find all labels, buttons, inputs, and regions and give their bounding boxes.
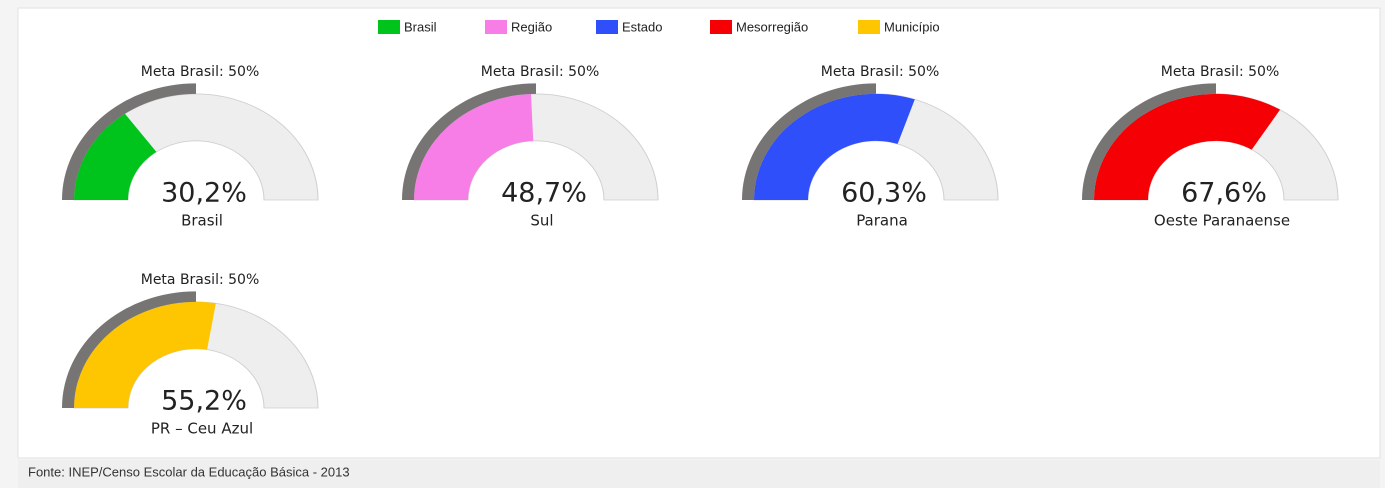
- target-arc: [62, 291, 196, 408]
- gauge-label: Brasil: [181, 212, 223, 230]
- gauge-value-arc: [414, 93, 534, 200]
- gauge-value: 48,7%: [501, 178, 587, 209]
- legend-swatch: [596, 20, 618, 34]
- gauge-value: 60,3%: [841, 178, 927, 209]
- footer: [18, 460, 1380, 488]
- gauge-title: Meta Brasil: 50%: [481, 64, 600, 80]
- legend-label: Região: [511, 19, 552, 34]
- gauge-title: Meta Brasil: 50%: [141, 272, 260, 288]
- legend-label: Mesorregião: [736, 19, 808, 34]
- target-arc: [62, 83, 196, 200]
- legend-swatch: [710, 20, 732, 34]
- gauge-title: Meta Brasil: 50%: [141, 64, 260, 80]
- gauge-label: Oeste Paranaense: [1154, 212, 1290, 230]
- gauge: [62, 83, 319, 201]
- gauge-value-arc: [754, 93, 915, 200]
- gauge-label: Sul: [530, 212, 553, 230]
- gauge: [402, 83, 659, 201]
- legend-swatch: [378, 20, 400, 34]
- target-arc: [402, 83, 536, 200]
- gauge: [62, 291, 319, 409]
- legend-label: Brasil: [404, 19, 437, 34]
- gauge-value: 67,6%: [1181, 178, 1267, 209]
- gauge: [742, 83, 999, 201]
- legend-swatch: [485, 20, 507, 34]
- gauge: [1082, 83, 1339, 201]
- gauge-value: 30,2%: [161, 178, 247, 209]
- gauge-title: Meta Brasil: 50%: [821, 64, 940, 80]
- legend-swatch: [858, 20, 880, 34]
- gauge-value: 55,2%: [161, 386, 247, 417]
- panel: [17, 7, 1381, 459]
- gauge-label: Parana: [856, 212, 908, 230]
- target-arc: [742, 83, 876, 200]
- legend-label: Município: [884, 19, 940, 34]
- source-note: Fonte: INEP/Censo Escolar da Educação Bá…: [28, 464, 350, 479]
- gauge-value-arc: [74, 301, 216, 408]
- gauge-title: Meta Brasil: 50%: [1161, 64, 1280, 80]
- target-arc: [1082, 83, 1216, 200]
- gauge-value-arc: [74, 113, 157, 200]
- gauge-label: PR – Ceu Azul: [151, 420, 253, 438]
- legend-label: Estado: [622, 19, 662, 34]
- gauge-value-arc: [1094, 93, 1281, 200]
